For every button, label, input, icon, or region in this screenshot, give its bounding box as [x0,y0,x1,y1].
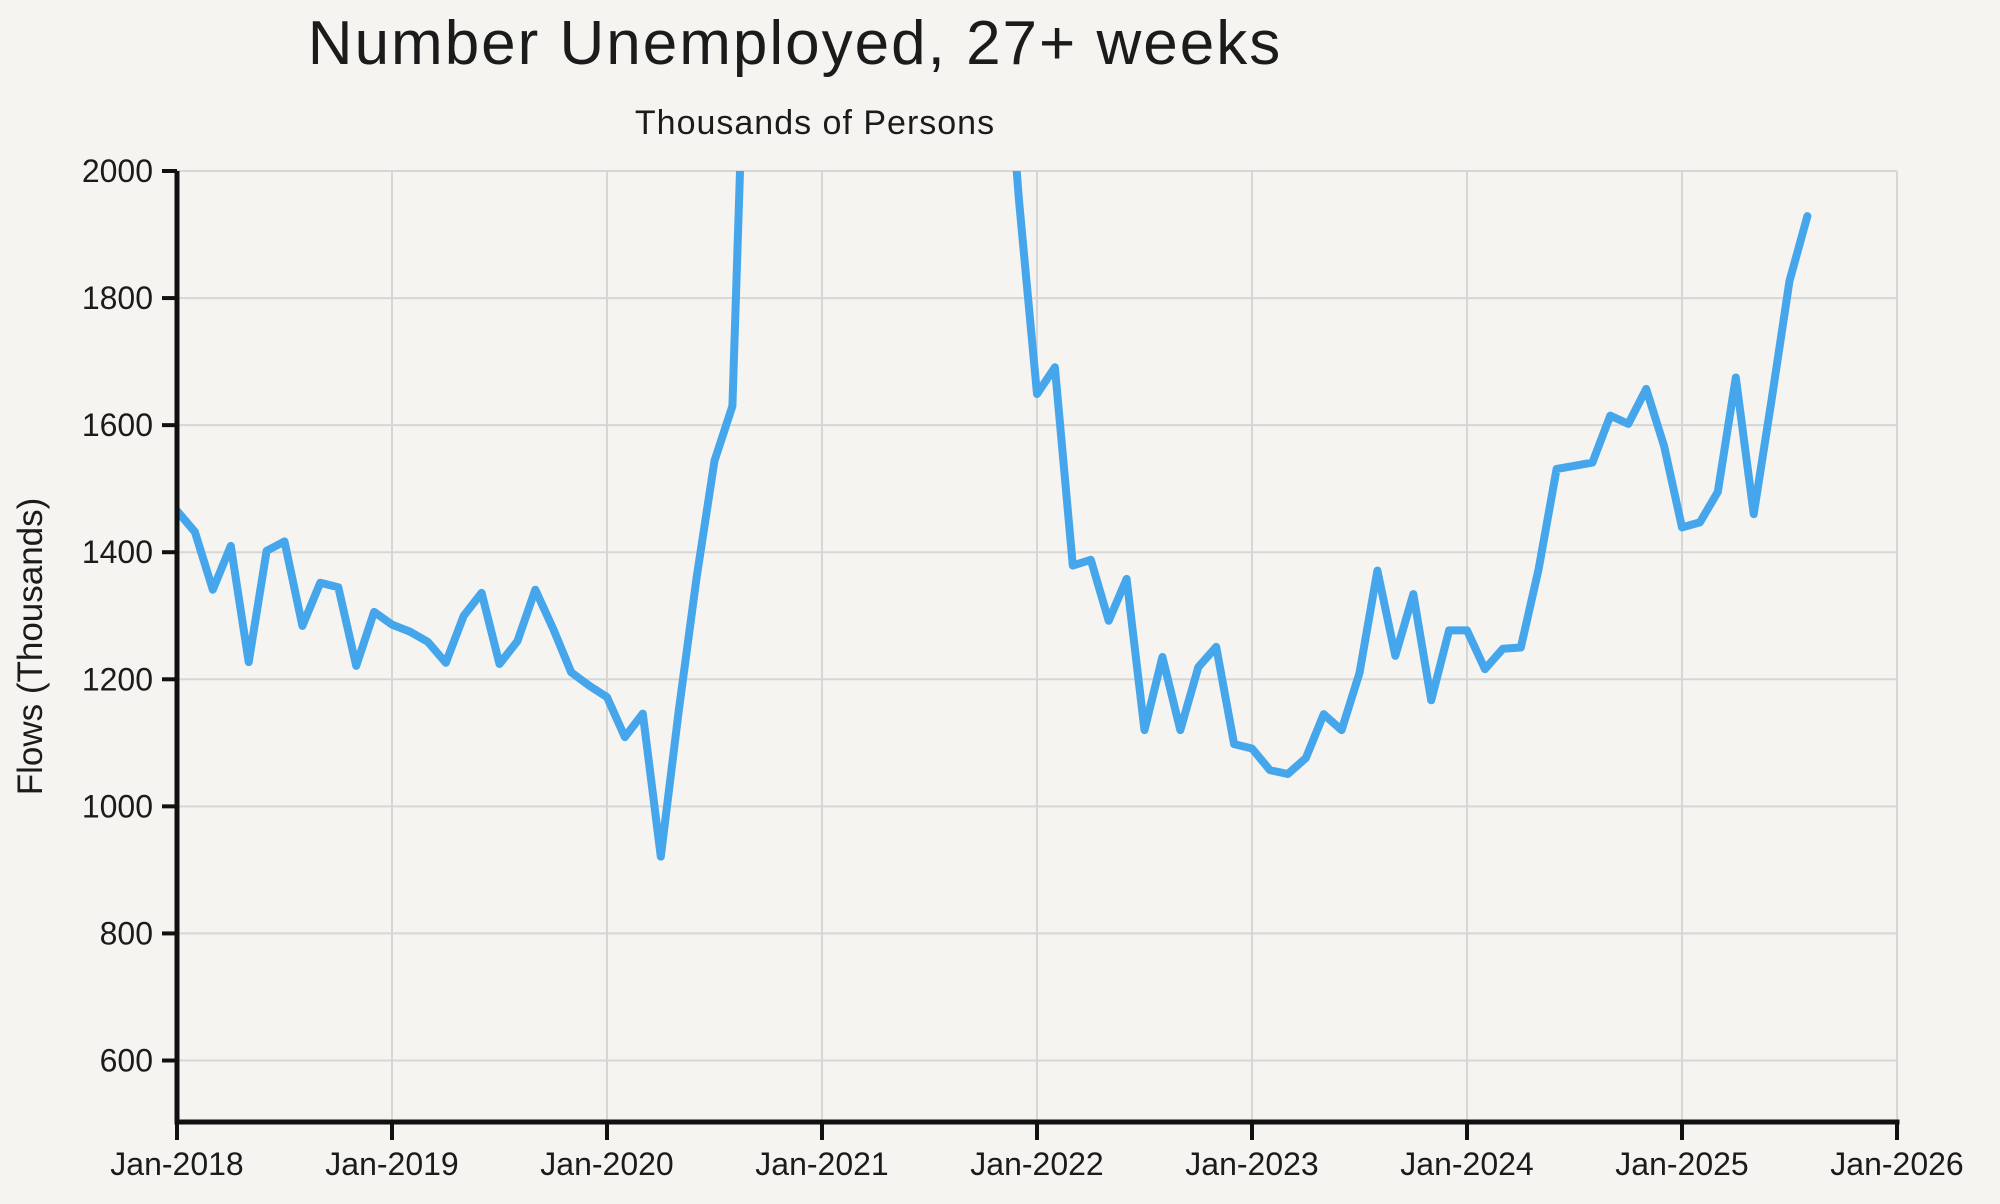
x-tick-label: Jan-2022 [970,1146,1103,1182]
x-tick-label: Jan-2019 [325,1146,458,1182]
y-tick-label: 2000 [82,153,153,189]
x-tick-label: Jan-2024 [1400,1146,1533,1182]
y-tick-label: 1800 [82,280,153,316]
x-tick-label: Jan-2023 [1185,1146,1318,1182]
x-tick-label: Jan-2018 [110,1146,243,1182]
y-axis-title: Flows (Thousands) [11,498,50,796]
y-tick-label: 800 [100,915,153,951]
x-tick-label: Jan-2026 [1830,1146,1963,1182]
y-tick-label: 600 [100,1043,153,1079]
chart-title: Number Unemployed, 27+ weeks [307,9,1283,78]
y-tick-label: 1200 [82,661,153,697]
x-tick-label: Jan-2025 [1615,1146,1748,1182]
chart-subtitle: Thousands of Persons [634,104,996,142]
y-tick-label: 1000 [82,788,153,824]
x-tick-label: Jan-2020 [540,1146,673,1182]
y-tick-label: 1600 [82,407,153,443]
data-line [177,171,1812,861]
y-tick-label: 1400 [82,534,153,570]
x-tick-label: Jan-2021 [755,1146,888,1182]
